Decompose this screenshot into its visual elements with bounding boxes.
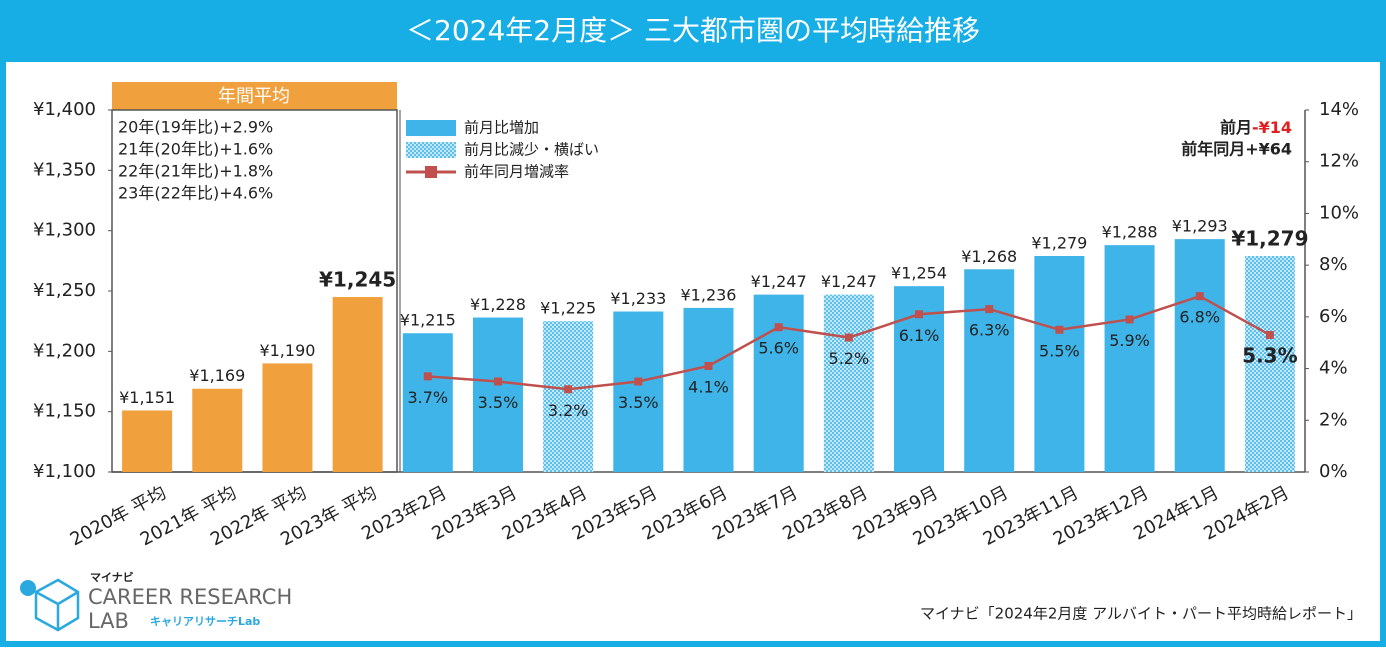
logo: マイナビ CAREER RESEARCH LAB キャリアリサーチLab <box>20 570 292 633</box>
bar-value-label: ¥1,236 <box>681 285 737 304</box>
bar <box>1104 245 1155 472</box>
line-marker <box>493 377 502 386</box>
y2-tick-label: 8% <box>1319 254 1348 275</box>
line-value-label: 6.3% <box>969 321 1010 340</box>
line-value-label: 5.2% <box>829 349 870 368</box>
legend-label: 前月比増加 <box>464 119 539 137</box>
bar <box>543 321 594 472</box>
line-value-label: 4.1% <box>688 377 729 396</box>
annual-note: 21年(20年比)+1.6% <box>118 140 273 159</box>
line-marker <box>1055 325 1064 334</box>
bar-value-label: ¥1,169 <box>189 366 245 385</box>
annual-note: 23年(22年比)+4.6% <box>118 184 273 203</box>
line-marker <box>1195 292 1204 301</box>
bar-value-label: ¥1,247 <box>751 272 807 291</box>
y2-tick-label: 6% <box>1319 306 1348 327</box>
y-tick-label: ¥1,200 <box>33 340 96 361</box>
bar-value-label: ¥1,190 <box>259 341 315 360</box>
bar <box>613 311 664 472</box>
legend-swatch <box>406 120 456 136</box>
line-value-label: 3.5% <box>478 393 519 412</box>
line-marker <box>844 333 853 342</box>
bar <box>1244 256 1295 472</box>
logo-sub: キャリアリサーチLab <box>150 615 260 628</box>
header-band <box>0 0 1386 62</box>
mom-change: -¥14 <box>1252 118 1292 137</box>
annual-header <box>112 82 397 110</box>
bar-value-label: ¥1,288 <box>1102 223 1158 242</box>
mom-label: 前月 <box>1220 118 1252 137</box>
chart-title: ＜2024年2月度＞ 三大都市圏の平均時給推移 <box>406 14 980 47</box>
y2-tick-label: 2% <box>1319 409 1348 430</box>
y2-tick-label: 14% <box>1319 99 1359 120</box>
bar <box>823 294 874 472</box>
bar-value-label: ¥1,151 <box>119 388 175 407</box>
line-marker <box>704 361 713 370</box>
legend-swatch <box>406 142 456 158</box>
y-tick-label: ¥1,250 <box>33 280 96 301</box>
bar-value-label: ¥1,233 <box>610 289 666 308</box>
y2-tick-label: 0% <box>1319 461 1348 482</box>
y2-tick-label: 4% <box>1319 358 1348 379</box>
y-tick-label: ¥1,350 <box>33 159 96 180</box>
line-marker <box>985 305 994 314</box>
bar-value-label: ¥1,215 <box>400 311 456 330</box>
line-value-label: 3.2% <box>548 401 589 420</box>
y-tick-label: ¥1,100 <box>33 461 96 482</box>
line-value-label: 3.5% <box>618 393 659 412</box>
y-tick-label: ¥1,400 <box>33 99 96 120</box>
annual-note: 22年(21年比)+1.8% <box>118 162 273 181</box>
legend-label: 前年同月増減率 <box>464 163 569 181</box>
line-marker <box>1125 315 1134 324</box>
bar <box>192 388 243 472</box>
legend-label: 前月比減少・横ばい <box>464 141 599 159</box>
annual-header-label: 年間平均 <box>218 86 290 107</box>
bar-value-label: ¥1,228 <box>470 295 526 314</box>
line-marker <box>423 372 432 381</box>
line-value-label: 5.3% <box>1242 343 1297 367</box>
bar <box>1174 239 1225 472</box>
line-marker <box>1265 330 1274 339</box>
line-value-label: 3.7% <box>407 388 448 407</box>
y2-tick-label: 10% <box>1319 202 1359 223</box>
line-value-label: 6.1% <box>899 326 940 345</box>
bar <box>402 333 453 472</box>
logo-brand: マイナビ <box>90 570 134 584</box>
logo-line2: LAB <box>88 609 129 633</box>
bar <box>332 297 383 472</box>
y2-tick-label: 12% <box>1319 151 1359 172</box>
bar-value-label: ¥1,279 <box>1031 234 1087 253</box>
line-marker <box>564 385 573 394</box>
source: マイナビ「2024年2月度 アルバイト・パート平均時給レポート」 <box>920 605 1362 623</box>
line-marker <box>634 377 643 386</box>
line-value-label: 5.6% <box>758 339 799 358</box>
line-marker <box>774 323 783 332</box>
bar <box>472 317 523 472</box>
bar <box>262 363 313 472</box>
logo-line1: CAREER RESEARCH <box>88 585 292 609</box>
y-tick-label: ¥1,150 <box>33 401 96 422</box>
mom-annotation: 前月-¥14 <box>1220 118 1292 137</box>
bar-value-label: ¥1,254 <box>891 264 947 283</box>
line-marker <box>915 310 924 319</box>
line-value-label: 5.5% <box>1039 341 1080 360</box>
bar <box>683 307 734 472</box>
bar-value-label: ¥1,279 <box>1231 227 1308 251</box>
line-value-label: 6.8% <box>1179 308 1220 327</box>
bar-value-label: ¥1,225 <box>540 299 596 318</box>
bar <box>1034 256 1085 472</box>
yoy-annotation: 前年同月+¥64 <box>1181 140 1292 159</box>
bar-value-label: ¥1,247 <box>821 272 877 291</box>
line-value-label: 5.9% <box>1109 331 1150 350</box>
bar <box>964 269 1015 472</box>
bar-value-label: ¥1,268 <box>961 247 1017 266</box>
annual-note: 20年(19年比)+2.9% <box>118 118 273 137</box>
y-tick-label: ¥1,300 <box>33 220 96 241</box>
bar <box>753 294 804 472</box>
bar-value-label: ¥1,245 <box>319 268 396 292</box>
bar <box>122 410 173 472</box>
bar-value-label: ¥1,293 <box>1172 217 1228 236</box>
legend-swatch <box>425 166 437 178</box>
